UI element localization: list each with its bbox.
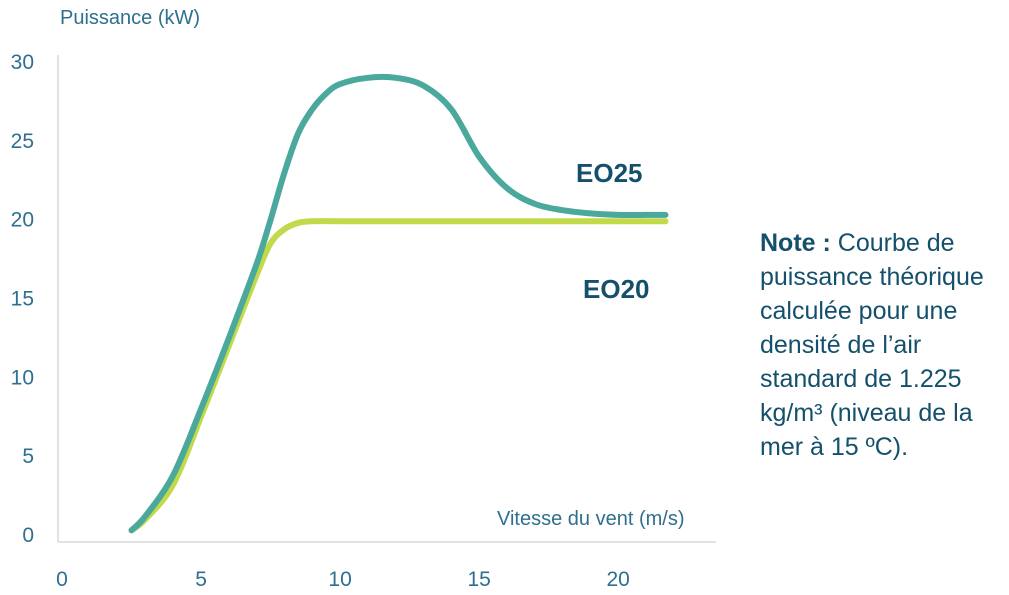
- x-tick-label: 5: [195, 568, 207, 591]
- series-line-eo20: [128, 218, 669, 534]
- note-label: Note :: [760, 229, 831, 257]
- y-tick-label: 5: [22, 445, 34, 468]
- y-tick-label: 20: [11, 209, 34, 232]
- series-label-eo20: EO20: [583, 274, 650, 304]
- y-tick-label: 15: [11, 288, 34, 311]
- axes: [57, 55, 716, 543]
- series-lines: [128, 73, 669, 534]
- x-axis-title: Vitesse du vent (m/s): [497, 508, 684, 530]
- x-tick-label: 10: [328, 568, 351, 591]
- x-tick-label: 20: [607, 568, 630, 591]
- series-label-eo25: EO25: [576, 158, 643, 188]
- y-tick-label: 0: [22, 524, 34, 547]
- note-text: Note : Courbe de puissance théorique cal…: [760, 226, 1005, 464]
- x-tick-label: 0: [56, 568, 68, 591]
- y-tick-label: 30: [11, 51, 34, 74]
- series-line-eo25: [128, 73, 669, 534]
- y-tick-labels: 0 5 10 15 20 25 30: [11, 51, 34, 547]
- y-axis-title: Puissance (kW): [60, 7, 200, 29]
- y-tick-label: 25: [11, 130, 34, 153]
- note-body: Courbe de puissance théorique calculée p…: [760, 229, 984, 461]
- y-tick-label: 10: [11, 366, 34, 389]
- x-tick-labels: 0 5 10 15 20: [56, 568, 630, 591]
- x-tick-label: 15: [467, 568, 490, 591]
